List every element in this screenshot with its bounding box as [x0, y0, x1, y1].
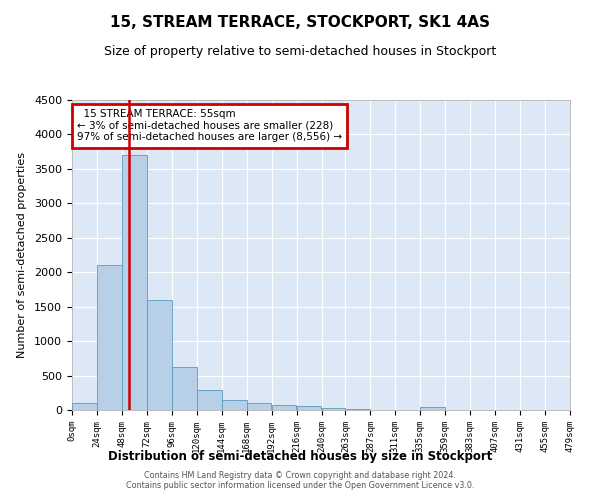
Bar	[97, 266, 122, 410]
Text: Size of property relative to semi-detached houses in Stockport: Size of property relative to semi-detach…	[104, 45, 496, 58]
Bar	[197, 390, 221, 410]
Bar	[147, 300, 172, 410]
Bar	[247, 403, 271, 410]
Text: 15 STREAM TERRACE: 55sqm
← 3% of semi-detached houses are smaller (228)
97% of s: 15 STREAM TERRACE: 55sqm ← 3% of semi-de…	[77, 110, 342, 142]
Bar	[172, 366, 197, 410]
Bar	[421, 407, 445, 410]
Y-axis label: Number of semi-detached properties: Number of semi-detached properties	[17, 152, 27, 358]
Text: Distribution of semi-detached houses by size in Stockport: Distribution of semi-detached houses by …	[108, 450, 492, 463]
Bar	[72, 403, 97, 410]
Bar	[222, 400, 247, 410]
Text: Contains HM Land Registry data © Crown copyright and database right 2024.
Contai: Contains HM Land Registry data © Crown c…	[126, 470, 474, 490]
Bar	[122, 155, 146, 410]
Text: 15, STREAM TERRACE, STOCKPORT, SK1 4AS: 15, STREAM TERRACE, STOCKPORT, SK1 4AS	[110, 15, 490, 30]
Bar	[297, 406, 322, 410]
Bar	[272, 405, 296, 410]
Bar	[322, 408, 345, 410]
